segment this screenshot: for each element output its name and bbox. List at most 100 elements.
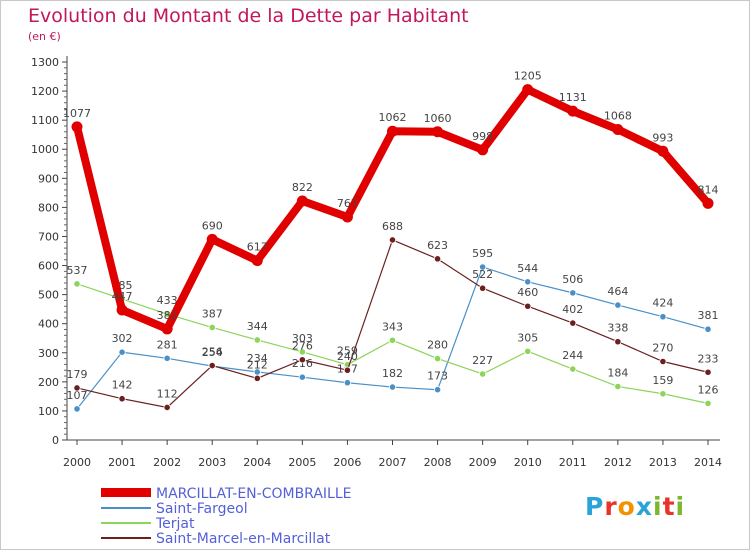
data-point [163,354,171,362]
logo-letter: P [585,492,605,521]
data-point [659,313,667,321]
y-tick-label: 1200 [31,85,59,98]
y-tick-label: 1100 [31,114,59,127]
data-label: 1060 [424,112,452,125]
data-point [479,263,487,271]
data-point [388,383,397,391]
data-label: 173 [427,370,448,383]
data-point [161,323,173,335]
data-point [163,403,171,412]
data-point [614,382,622,391]
data-label: 1068 [604,109,632,122]
x-tick-label: 2013 [649,456,677,469]
data-point [298,373,306,381]
data-point [659,390,667,398]
data-label: 179 [67,368,88,381]
data-label: 402 [562,303,583,316]
data-point [343,366,352,374]
data-label: 1062 [379,111,407,124]
data-label: 244 [562,349,583,362]
data-label: 617 [247,241,268,254]
data-point [343,379,352,387]
chart-title: Evolution du Montant de la Dette par Hab… [28,5,469,27]
data-point [388,336,397,344]
legend-label: Saint-Fargeol [156,501,248,517]
x-tick-label: 2007 [379,456,407,469]
data-label: 506 [562,273,583,286]
data-label: 126 [698,383,719,396]
data-point [612,123,624,135]
data-point [569,289,577,297]
x-tick-label: 2003 [198,456,226,469]
x-tick-label: 2009 [469,456,497,469]
data-point [479,370,487,378]
series-0: 1077 447 382 690 617 822 767 1062 1060 998 1205 113… [63,70,719,335]
data-label: 302 [112,332,133,345]
series-1: 1073022812542342161971821735955445064644… [67,247,719,413]
legend-label: MARCILLAT-EN-COMBRAILLE [156,486,351,502]
legend-item-3: Saint-Marcel-en-Marcillat [101,531,331,547]
proxiti-logo: Proxiti [585,492,685,521]
data-point [208,361,216,370]
data-point [614,301,622,309]
data-label: 281 [157,338,178,351]
data-label: 814 [698,183,719,196]
legend-item-2: Terjat [101,516,195,532]
data-point [298,356,306,364]
data-point [73,405,81,413]
logo-letter: x [635,492,653,521]
data-label: 212 [247,358,268,371]
data-label: 433 [157,294,178,307]
data-point [569,319,577,327]
data-label: 690 [202,219,223,232]
logo-letter: t [662,492,676,521]
data-label: 227 [472,354,493,367]
data-point [73,384,81,392]
x-tick-label: 2008 [424,456,452,469]
x-tick-label: 2006 [333,456,361,469]
x-tick-label: 2012 [604,456,632,469]
logo-letter: i [675,492,686,521]
data-label: 240 [337,350,358,363]
data-point [704,399,712,407]
data-label: 381 [698,309,719,322]
data-point [477,144,489,156]
data-label: 767 [337,197,358,210]
logo-letter: r [604,492,618,521]
legend-item-0: MARCILLAT-EN-COMBRAILLE [101,486,351,502]
legend-label: Saint-Marcel-en-Marcillat [156,531,331,547]
y-tick-label: 1000 [31,143,59,156]
data-label: 233 [698,352,719,365]
y-tick-label: 300 [38,347,59,360]
data-point [388,236,397,244]
data-label: 623 [427,239,448,252]
data-point [206,233,218,245]
data-label: 276 [292,340,313,353]
data-point [341,211,353,223]
x-tick-label: 2001 [108,456,136,469]
data-point [614,338,622,346]
data-point [657,145,669,157]
y-tick-label: 500 [38,289,59,302]
data-label: 338 [607,322,628,335]
data-label: 182 [382,367,403,380]
data-label: 344 [247,320,268,333]
data-label: 998 [472,130,493,143]
data-point [704,368,712,376]
data-point [522,84,534,96]
data-label: 993 [652,131,673,144]
data-label: 270 [652,341,673,354]
data-point [524,302,532,310]
data-point [659,357,667,366]
data-point [524,278,532,286]
data-point [208,323,216,332]
data-point [73,280,81,288]
data-point [387,125,398,137]
data-label: 460 [517,286,538,299]
x-tick-label: 2005 [288,456,316,469]
data-point [433,386,442,394]
data-label: 184 [607,366,628,379]
y-tick-label: 800 [38,201,59,214]
data-label: 305 [517,331,538,344]
y-tick-label: 700 [38,230,59,243]
